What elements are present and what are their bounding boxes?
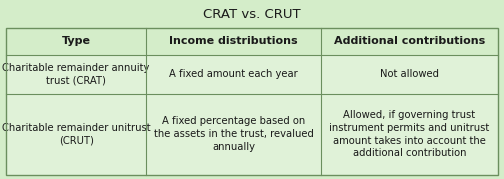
Text: Type: Type bbox=[61, 36, 91, 46]
Text: Allowed, if governing trust
instrument permits and unitrust
amount takes into ac: Allowed, if governing trust instrument p… bbox=[329, 110, 489, 158]
Text: Charitable remainder annuity
trust (CRAT): Charitable remainder annuity trust (CRAT… bbox=[3, 63, 150, 86]
Text: Additional contributions: Additional contributions bbox=[334, 36, 485, 46]
Bar bbox=[6, 28, 498, 175]
Text: Income distributions: Income distributions bbox=[169, 36, 298, 46]
Bar bbox=[6, 28, 498, 55]
Text: A fixed amount each year: A fixed amount each year bbox=[169, 69, 298, 79]
Text: Not allowed: Not allowed bbox=[380, 69, 439, 79]
Text: A fixed percentage based on
the assets in the trust, revalued
annually: A fixed percentage based on the assets i… bbox=[154, 116, 313, 152]
Bar bbox=[6, 94, 498, 175]
Text: CRAT vs. CRUT: CRAT vs. CRUT bbox=[203, 8, 301, 21]
Bar bbox=[6, 55, 498, 94]
Text: Charitable remainder unitrust
(CRUT): Charitable remainder unitrust (CRUT) bbox=[2, 123, 151, 146]
